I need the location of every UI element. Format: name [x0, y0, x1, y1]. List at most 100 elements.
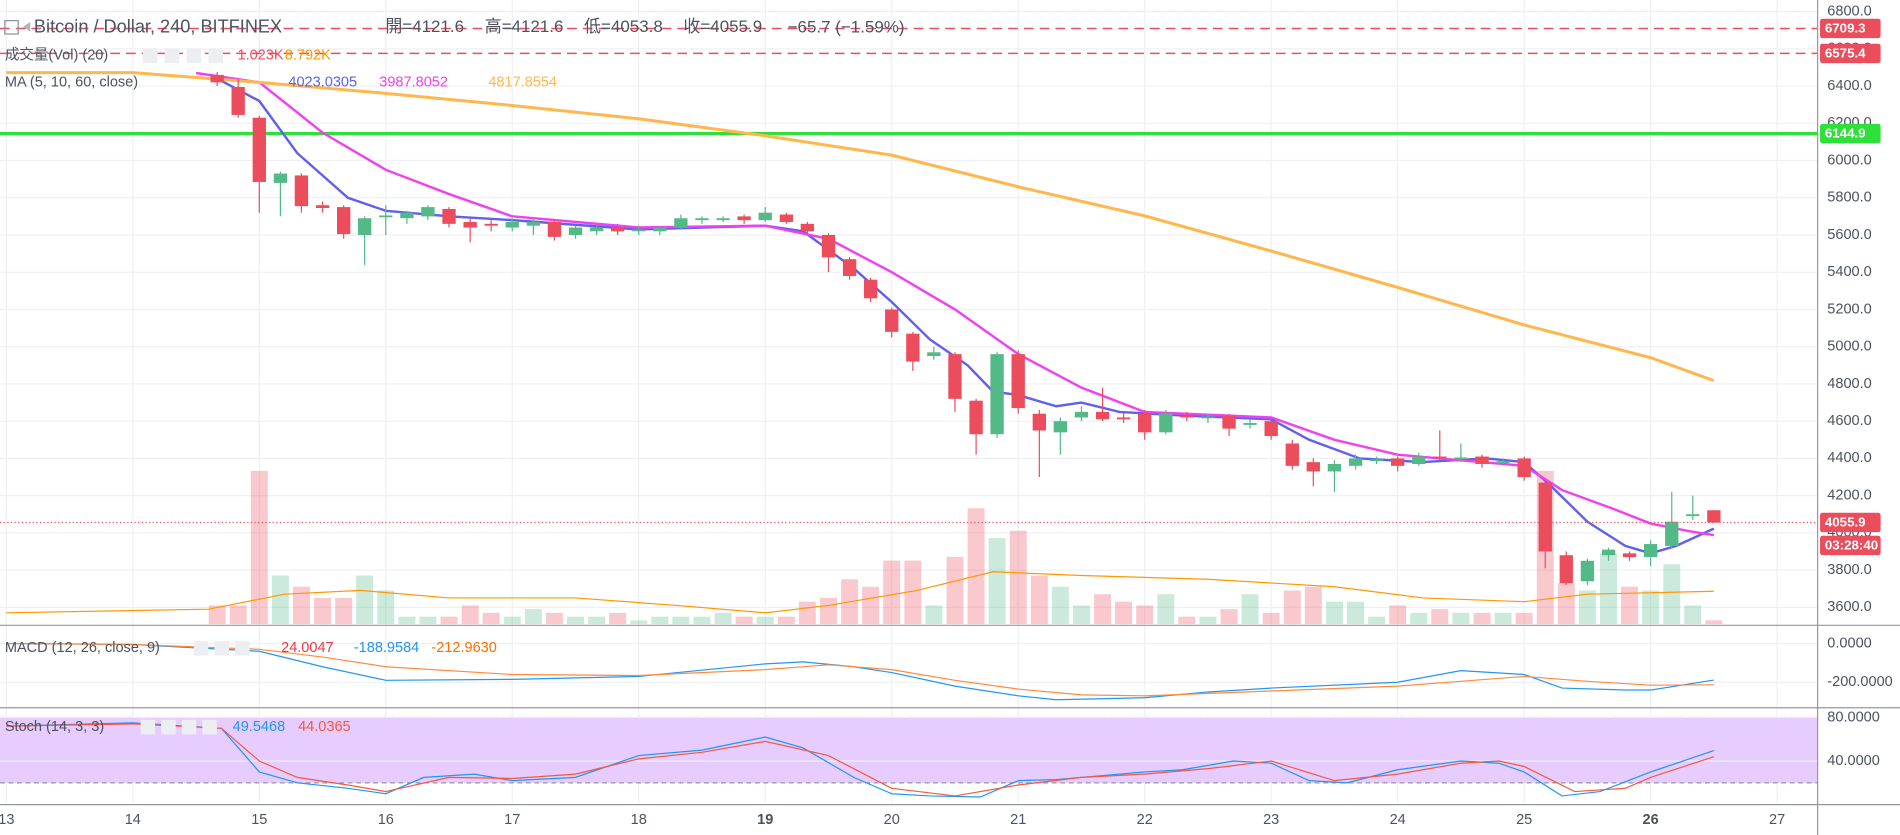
- ma-line: [6, 71, 1715, 383]
- stoch-legend-value: 44.0365: [298, 719, 351, 735]
- y-tick-label: 5400.0: [1827, 264, 1871, 280]
- candle-body: [779, 214, 794, 222]
- icon[interactable]: [202, 719, 217, 735]
- volume-bar: [1009, 530, 1027, 625]
- legend-icons: [142, 48, 223, 64]
- volume-bar: [1283, 590, 1301, 625]
- volume-bar: [1705, 620, 1723, 625]
- candle-body: [842, 259, 857, 276]
- volume-bar: [292, 586, 310, 625]
- volume-legend-name: 成交量(Vol) (20): [5, 46, 108, 64]
- icon[interactable]: [214, 641, 230, 656]
- volume-bar: [503, 616, 521, 625]
- volume-bar: [1389, 605, 1407, 625]
- icon[interactable]: [161, 719, 176, 735]
- candle-body: [357, 218, 372, 236]
- y-tick-label: 3600.0: [1827, 599, 1871, 615]
- candle-body: [336, 207, 351, 235]
- volume-bar: [967, 508, 985, 625]
- candle-body: [568, 227, 583, 236]
- label: 開=: [385, 17, 412, 36]
- candle-body: [1369, 459, 1384, 462]
- y-tick-label: 6000.0: [1827, 152, 1871, 168]
- icon[interactable]: [193, 641, 209, 656]
- candle-body: [906, 333, 920, 362]
- volume-legend-value: 1.023K: [238, 48, 284, 64]
- volume-bar: [630, 620, 648, 625]
- candle-body: [737, 216, 751, 221]
- candle-body: [547, 221, 562, 237]
- candle-body: [1496, 461, 1510, 464]
- x-tick-label: 27: [1769, 812, 1785, 828]
- icon[interactable]: [186, 48, 202, 64]
- icon[interactable]: [235, 641, 250, 656]
- volume-bar: [1452, 612, 1470, 625]
- ma-legend-value: 4817.8554: [488, 74, 557, 90]
- candle-body: [1391, 458, 1405, 466]
- candle-body: [1475, 456, 1489, 464]
- y-tick-label: 40.0000: [1827, 753, 1880, 769]
- volume-bar: [735, 616, 753, 625]
- candle-body: [1011, 354, 1025, 409]
- icon[interactable]: [164, 48, 180, 64]
- candle-body: [1180, 415, 1194, 418]
- legend-icons: [140, 719, 217, 735]
- y-tick-label: 4400.0: [1827, 450, 1871, 466]
- volume-ma-legend-value: 8.792K: [285, 48, 331, 64]
- candle-body: [948, 354, 962, 399]
- icon[interactable]: [208, 48, 223, 64]
- chart-title: Bitcoin / Dollar, 240, BITFINEX: [34, 17, 282, 37]
- candle-body: [315, 205, 330, 209]
- candle-body: [1116, 417, 1131, 420]
- value: 4121.6: [412, 17, 464, 36]
- volume-bar: [567, 616, 584, 625]
- volume-bar: [946, 556, 964, 625]
- volume-bar: [609, 612, 627, 625]
- candle-body: [1264, 421, 1278, 437]
- level-badge: 6709.3: [1825, 21, 1866, 36]
- icon[interactable]: [142, 48, 158, 64]
- value: 4121.6: [512, 17, 564, 36]
- level-badge-bg: [1820, 18, 1881, 39]
- x-tick-label: 19: [757, 812, 773, 828]
- candle-body: [505, 221, 519, 228]
- volume-bar: [314, 597, 332, 625]
- volume-bar: [335, 597, 353, 625]
- level-badge: 6575.4: [1825, 46, 1866, 61]
- volume-bar: [545, 612, 563, 625]
- volume-bar: [229, 605, 247, 625]
- y-tick-label: 6800.0: [1827, 3, 1871, 19]
- volume-bar: [1600, 553, 1618, 625]
- ohlc-low: 低=4053.8: [584, 17, 663, 36]
- legend-icons: [193, 641, 250, 656]
- icon[interactable]: [181, 719, 197, 735]
- candle-body: [1686, 514, 1700, 517]
- volume-bar: [862, 586, 880, 625]
- collapse-icon[interactable]: [4, 20, 19, 35]
- candle-body: [1285, 443, 1299, 466]
- candle-body: [210, 74, 224, 83]
- volume-bar: [250, 470, 268, 625]
- y-tick-label: 4800.0: [1827, 376, 1871, 392]
- volume-bar: [1515, 612, 1533, 625]
- candle-body: [821, 235, 836, 258]
- candle-body: [969, 400, 983, 435]
- y-tick-label: 4200.0: [1827, 487, 1871, 503]
- label: 收=: [683, 17, 710, 36]
- macd-legend-value: -188.9584: [354, 640, 419, 656]
- icon[interactable]: [140, 719, 156, 735]
- candle-body: [863, 279, 878, 299]
- volume-bar: [461, 605, 479, 625]
- candle-body: [1348, 458, 1363, 466]
- candle-body: [1201, 416, 1215, 419]
- stoch-legend-value: 49.5468: [233, 719, 286, 735]
- candle-body: [800, 223, 815, 232]
- ohlc-high: 高=4121.6: [485, 17, 564, 36]
- last-price-badge-bg: [1820, 512, 1881, 533]
- stoch-band: [0, 717, 1818, 783]
- volume-bar: [883, 560, 901, 625]
- x-tick-label: 17: [504, 812, 520, 828]
- ma-legend-value: 3987.8052: [379, 74, 448, 90]
- legend-area: Bitcoin / Dollar, 240, BITFINEX 開=4121.6…: [4, 17, 905, 735]
